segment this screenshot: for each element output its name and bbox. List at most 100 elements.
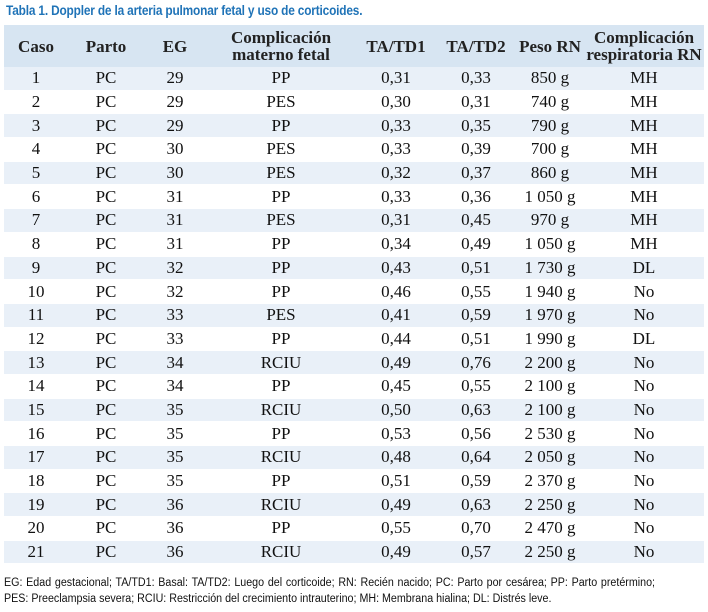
header-eg: EG [144,25,206,67]
cell-parto: PC [68,327,144,352]
table-row: 17 PC 35 RCIU 0,48 0,64 2 050 g No [4,445,704,470]
cell-complicacion-respiratoria: No [584,516,704,541]
cell-ta-td2: 0,39 [436,137,516,162]
cell-ta-td1: 0,31 [356,67,436,91]
cell-caso: 6 [4,184,68,210]
cell-caso: 5 [4,161,68,186]
cell-caso: 11 [4,303,68,328]
cell-complicacion-respiratoria: MH [584,208,704,233]
cell-eg: 29 [144,90,206,115]
cell-peso: 970 g [516,208,584,233]
cell-peso: 700 g [516,137,584,162]
cell-complicacion: PES [206,208,356,233]
cell-eg: 32 [144,279,206,304]
cell-peso: 2 100 g [516,398,584,423]
cell-ta-td2: 0,57 [436,540,516,565]
cell-complicacion: PP [206,279,356,304]
header-complicacion-respiratoria: Complicación respiratoria RN [584,25,704,67]
cell-eg: 30 [144,161,206,186]
table-footnote: EG: Edad gestacional; TA/TD1: Basal: TA/… [4,577,655,605]
table-row: 2 PC 29 PES 0,30 0,31 740 g MH [4,90,704,115]
cell-caso: 12 [4,327,68,352]
cell-ta-td2: 0,49 [436,232,516,257]
cell-complicacion: PES [206,90,356,115]
header-complicacion-materno-fetal: Complicación materno fetal [206,25,356,67]
cell-complicacion: RCIU [206,398,356,423]
cell-complicacion-respiratoria: No [584,398,704,423]
cell-ta-td2: 0,55 [436,279,516,304]
cell-complicacion: PP [206,516,356,541]
header-ta-td2: TA/TD2 [436,25,516,67]
cell-eg: 36 [144,516,206,541]
table-row: 5 PC 30 PES 0,32 0,37 860 g MH [4,161,704,186]
table-row: 1 PC 29 PP 0,31 0,33 850 g MH [4,67,704,91]
table-caption: Tabla 1. Doppler de la arteria pulmonar … [6,3,363,18]
cell-complicacion: PP [206,113,356,139]
cell-complicacion-respiratoria: No [584,540,704,565]
cell-ta-td1: 0,51 [356,469,436,494]
table-row: 21 PC 36 RCIU 0,49 0,57 2 250 g No [4,540,704,565]
cell-complicacion: PP [206,184,356,210]
cell-complicacion-respiratoria: MH [584,184,704,210]
cell-complicacion-respiratoria: No [584,492,704,518]
table-row: 3 PC 29 PP 0,33 0,35 790 g MH [4,113,704,139]
cell-peso: 1 970 g [516,303,584,328]
cell-eg: 31 [144,232,206,257]
data-table: Caso Parto EG Complicación materno fetal… [4,25,704,565]
table-row: 4 PC 30 PES 0,33 0,39 700 g MH [4,137,704,162]
cell-complicacion-respiratoria: DL [584,256,704,281]
cell-peso: 1 990 g [516,327,584,352]
cell-eg: 29 [144,67,206,91]
cell-caso: 20 [4,516,68,541]
cell-parto: PC [68,256,144,281]
cell-peso: 850 g [516,67,584,91]
table-row: 20 PC 36 PP 0,55 0,70 2 470 g No [4,516,704,541]
cell-caso: 13 [4,350,68,375]
cell-caso: 19 [4,492,68,518]
cell-ta-td2: 0,76 [436,350,516,375]
cell-complicacion: RCIU [206,540,356,565]
cell-complicacion: PP [206,67,356,91]
cell-ta-td2: 0,63 [436,398,516,423]
cell-complicacion-respiratoria: MH [584,90,704,115]
cell-ta-td2: 0,64 [436,445,516,470]
cell-complicacion: RCIU [206,350,356,375]
cell-peso: 2 530 g [516,421,584,446]
cell-parto: PC [68,469,144,494]
cell-eg: 36 [144,540,206,565]
cell-parto: PC [68,184,144,210]
cell-ta-td2: 0,70 [436,516,516,541]
cell-ta-td1: 0,31 [356,208,436,233]
cell-peso: 2 250 g [516,540,584,565]
cell-peso: 1 050 g [516,232,584,257]
cell-ta-td2: 0,59 [436,303,516,328]
cell-eg: 30 [144,137,206,162]
cell-ta-td1: 0,33 [356,113,436,139]
cell-ta-td2: 0,33 [436,67,516,91]
cell-peso: 790 g [516,113,584,139]
cell-eg: 33 [144,327,206,352]
cell-caso: 4 [4,137,68,162]
cell-complicacion-respiratoria: MH [584,67,704,91]
cell-eg: 34 [144,350,206,375]
cell-ta-td2: 0,45 [436,208,516,233]
cell-ta-td1: 0,44 [356,327,436,352]
cell-ta-td2: 0,59 [436,469,516,494]
cell-eg: 35 [144,469,206,494]
header-parto: Parto [68,25,144,67]
cell-complicacion-respiratoria: MH [584,232,704,257]
cell-ta-td1: 0,30 [356,90,436,115]
cell-parto: PC [68,492,144,518]
cell-parto: PC [68,303,144,328]
cell-eg: 35 [144,398,206,423]
cell-peso: 2 100 g [516,374,584,399]
cell-ta-td1: 0,33 [356,137,436,162]
cell-parto: PC [68,161,144,186]
cell-complicacion-respiratoria: No [584,469,704,494]
cell-parto: PC [68,90,144,115]
table-row: 18 PC 35 PP 0,51 0,59 2 370 g No [4,469,704,494]
table-row: 12 PC 33 PP 0,44 0,51 1 990 g DL [4,327,704,352]
cell-peso: 1 730 g [516,256,584,281]
cell-ta-td2: 0,51 [436,256,516,281]
